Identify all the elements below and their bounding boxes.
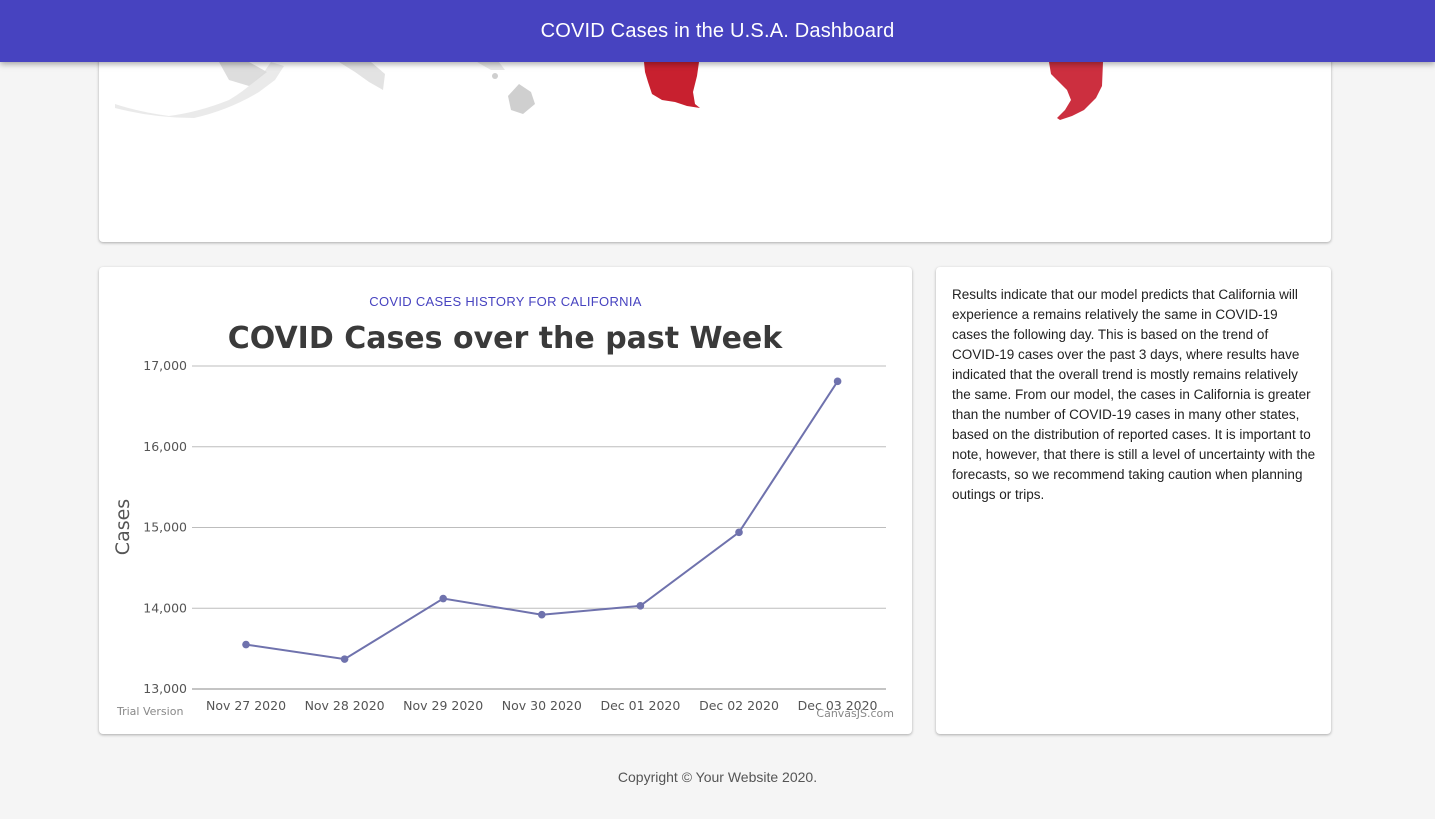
chart-section-heading: COVID CASES HISTORY FOR CALIFORNIA (369, 294, 642, 309)
california-shape[interactable] (644, 62, 700, 108)
data-point[interactable] (242, 640, 250, 649)
x-tick-label: Nov 28 2020 (305, 698, 385, 713)
prediction-results-text: Results indicate that our model predicts… (952, 287, 1316, 502)
x-tick-label: Nov 27 2020 (206, 698, 286, 713)
y-tick-label: 17,000 (143, 358, 187, 373)
chart-title: COVID Cases over the past Week (228, 321, 784, 356)
us-map (115, 62, 1103, 120)
y-axis-label: Cases (112, 499, 134, 555)
top-app-bar: COVID Cases in the U.S.A. Dashboard (0, 0, 1435, 62)
x-tick-label: Nov 30 2020 (502, 698, 582, 713)
prediction-results-card: Results indicate that our model predicts… (936, 267, 1331, 734)
y-tick-label: 15,000 (143, 520, 187, 535)
x-tick-label: Dec 03 2020 (798, 698, 878, 713)
data-point[interactable] (735, 528, 743, 537)
florida-shape[interactable] (1049, 62, 1103, 120)
chart-card: COVID CASES HISTORY FOR CALIFORNIA COVID… (99, 267, 912, 734)
data-point[interactable] (833, 377, 842, 386)
data-point[interactable] (439, 594, 448, 603)
x-tick-label: Dec 02 2020 (699, 698, 779, 713)
data-point[interactable] (538, 610, 546, 619)
hawaii-shape[interactable] (492, 73, 535, 114)
trial-version-watermark: Trial Version (116, 705, 183, 718)
canvasjs-watermark[interactable]: CanvasJS.com (816, 707, 894, 720)
alaska-shape[interactable] (115, 62, 505, 118)
y-tick-label: 16,000 (143, 439, 187, 454)
data-point[interactable] (636, 602, 645, 610)
dashboard-title: COVID Cases in the U.S.A. Dashboard (540, 19, 895, 42)
y-tick-label: 14,000 (143, 600, 187, 615)
x-tick-label: Nov 29 2020 (403, 698, 483, 713)
y-tick-label: 13,000 (143, 681, 187, 696)
x-tick-label: Dec 01 2020 (600, 698, 680, 713)
footer-copyright: Copyright © Your Website 2020. (617, 769, 818, 785)
covid-line-chart: COVID Cases over the past Week Cases 13,… (112, 321, 894, 720)
data-point[interactable] (340, 655, 349, 663)
